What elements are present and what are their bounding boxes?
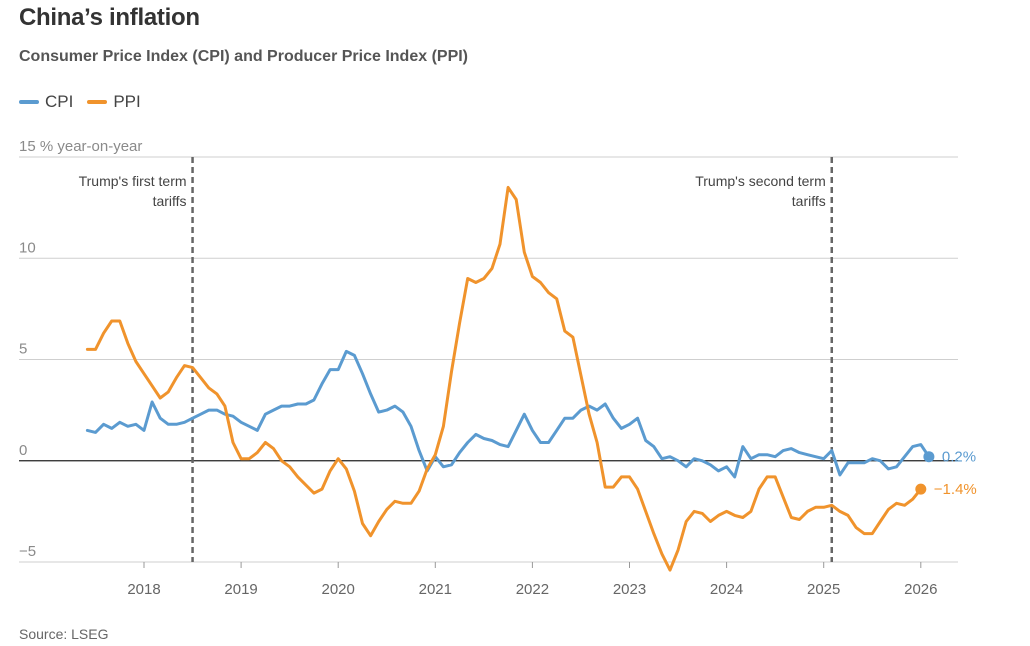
y-tick-label: 10 [19, 239, 36, 256]
legend-swatch-cpi [19, 100, 39, 104]
x-tick-label: 2019 [224, 581, 257, 598]
end-point-ppi [915, 483, 927, 495]
legend-label-cpi: CPI [45, 92, 74, 111]
series-line-ppi [85, 185, 923, 572]
legend: CPI PPI [19, 92, 155, 112]
x-tick-label: 2025 [807, 581, 840, 598]
y-tick-label: 15 % year-on-year [19, 138, 142, 155]
x-tick-label: 2021 [419, 581, 452, 598]
chart-subtitle: Consumer Price Index (CPI) and Producer … [19, 48, 469, 65]
x-tick-label: 2023 [613, 581, 646, 598]
series-line-cpi [85, 349, 931, 479]
legend-label-ppi: PPI [113, 92, 141, 111]
tariff-annotation-text: tariffs [153, 193, 187, 209]
x-tick-label: 2026 [904, 581, 937, 598]
source-note: Source: LSEG [19, 626, 109, 642]
tariff-annotation-text: Trump's second term [695, 173, 826, 189]
y-tick-label: −5 [19, 543, 36, 560]
tariff-annotation-text: tariffs [792, 193, 826, 209]
legend-item-cpi: CPI [19, 92, 73, 112]
x-tick-label: 2018 [127, 581, 160, 598]
x-tick-label: 2022 [516, 581, 549, 598]
chart-title: China’s inflation [19, 4, 200, 31]
tariff-annotation-text: Trump's first term [79, 173, 187, 189]
x-tick-label: 2020 [322, 581, 355, 598]
end-value-label-cpi: 0.2% [942, 449, 976, 466]
x-tick-label: 2024 [710, 581, 743, 598]
y-tick-label: 5 [19, 341, 27, 358]
end-point-cpi [923, 451, 935, 463]
legend-swatch-ppi [87, 100, 108, 104]
y-tick-label: 0 [19, 442, 27, 459]
legend-item-ppi: PPI [87, 92, 141, 112]
end-value-label-ppi: −1.4% [934, 481, 977, 498]
